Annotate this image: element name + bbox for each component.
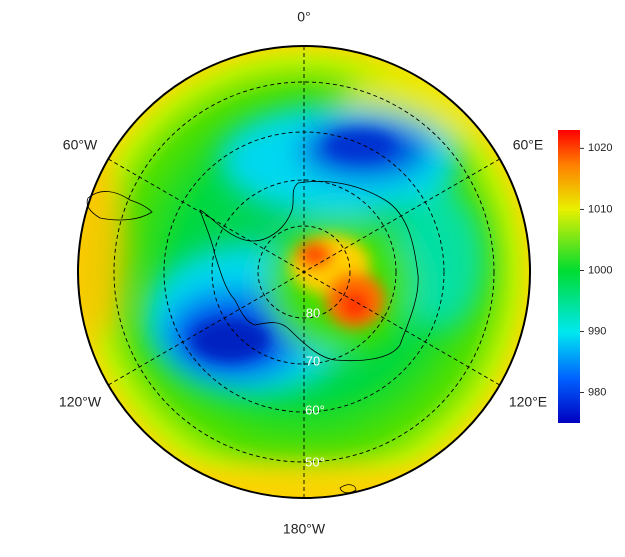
lon-label: 60°E xyxy=(513,137,544,153)
lat-label: 80 xyxy=(306,305,320,320)
pressure-field xyxy=(78,46,530,498)
colorbar-tick-label: 1000 xyxy=(588,264,612,276)
map-border xyxy=(77,45,531,499)
lat-label: 60° xyxy=(305,402,325,417)
colorbar-tick-label: 980 xyxy=(588,386,606,398)
lon-label: 0° xyxy=(297,9,310,25)
lat-label: 70 xyxy=(306,353,320,368)
lon-label: 60°W xyxy=(63,137,98,153)
lon-label: 120°W xyxy=(59,394,102,410)
lon-label: 180°W xyxy=(283,521,326,537)
colorbar-tick-label: 990 xyxy=(588,325,606,337)
lon-label: 120°E xyxy=(509,394,547,410)
coastlines xyxy=(86,181,419,494)
colorbar xyxy=(558,130,580,423)
colorbar-tick-label: 1010 xyxy=(588,203,612,215)
lat-label: 50° xyxy=(305,454,325,469)
colorbar-tick-label: 1020 xyxy=(588,142,612,154)
graticule xyxy=(108,46,500,498)
